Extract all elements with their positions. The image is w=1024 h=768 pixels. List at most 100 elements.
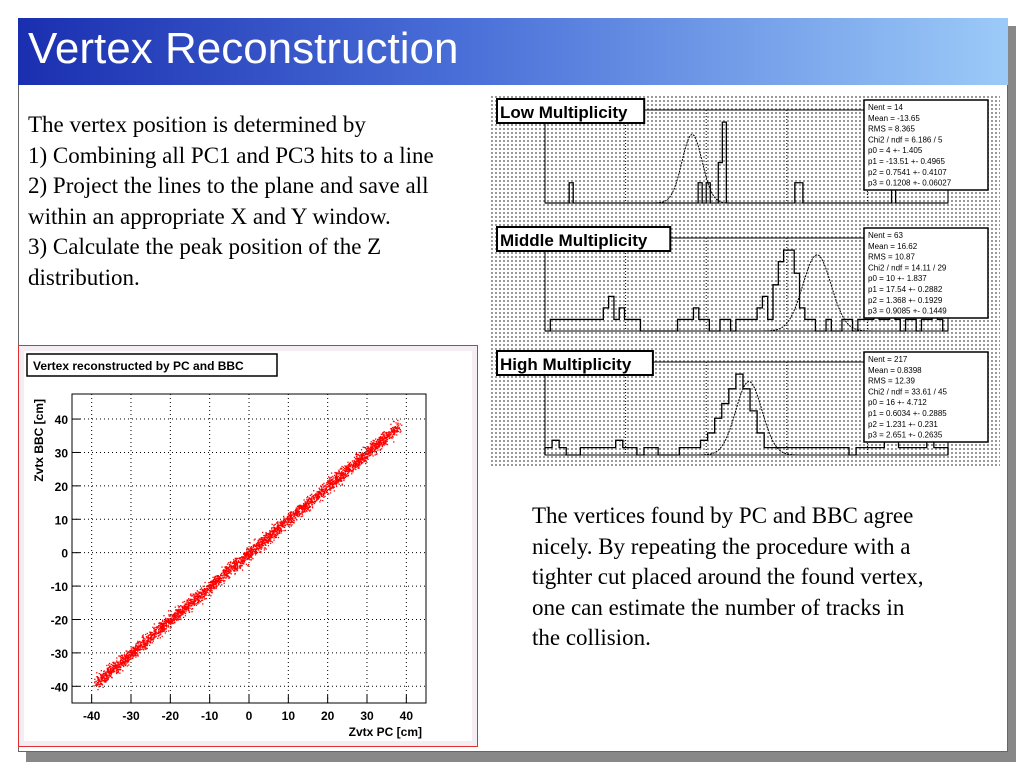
data-point: [136, 642, 138, 644]
data-point: [131, 653, 133, 655]
data-point: [254, 552, 256, 554]
data-point: [143, 641, 145, 643]
data-point: [277, 525, 279, 527]
data-point: [204, 588, 206, 590]
data-point: [192, 602, 195, 604]
data-point: [247, 552, 249, 554]
data-point: [181, 609, 184, 611]
data-point: [346, 472, 349, 475]
data-point: [273, 524, 276, 526]
data-point: [154, 630, 157, 632]
data-point: [236, 569, 239, 572]
data-point: [335, 483, 337, 486]
data-point: [364, 447, 367, 449]
conclusion-text: The vertices found by PC and BBC agree n…: [532, 501, 972, 654]
data-point: [225, 570, 227, 572]
data-point: [377, 439, 379, 441]
data-point: [104, 673, 107, 675]
data-point: [211, 582, 213, 584]
data-point: [265, 539, 268, 541]
data-point: [250, 550, 252, 552]
data-point: [96, 675, 99, 678]
data-point: [358, 466, 360, 468]
data-point: [103, 679, 105, 682]
data-point: [306, 508, 309, 511]
data-point: [109, 665, 111, 668]
data-point: [210, 588, 212, 590]
data-point: [307, 504, 309, 506]
data-point: [383, 431, 386, 433]
data-point: [394, 432, 396, 434]
data-point: [199, 597, 201, 600]
data-point: [242, 562, 244, 564]
data-point: [248, 557, 250, 559]
data-point: [113, 664, 115, 667]
data-point: [183, 611, 185, 613]
data-point: [301, 506, 303, 508]
data-point: [385, 432, 387, 434]
data-point: [334, 483, 336, 485]
data-point: [358, 467, 360, 469]
data-point: [106, 667, 108, 670]
data-point: [296, 519, 298, 521]
data-point: [305, 501, 307, 504]
data-point: [224, 573, 226, 575]
stats-box: [863, 227, 989, 319]
data-point: [289, 519, 291, 521]
data-point: [275, 535, 278, 537]
y-tick-label: 10: [55, 513, 69, 527]
data-point: [165, 624, 168, 626]
data-point: [294, 510, 296, 512]
data-point: [116, 664, 118, 666]
data-point: [265, 544, 267, 547]
data-point: [168, 618, 171, 620]
data-point: [339, 480, 342, 482]
data-point: [207, 588, 210, 590]
data-point: [322, 484, 324, 486]
data-point: [151, 639, 153, 641]
data-point: [261, 540, 263, 542]
data-point: [224, 577, 226, 579]
fit-curve: [545, 380, 948, 456]
data-point: [119, 668, 121, 671]
data-point: [240, 564, 243, 566]
data-point: [226, 569, 228, 572]
data-point: [332, 475, 334, 478]
data-point: [243, 556, 245, 558]
data-point: [142, 649, 145, 651]
data-point: [98, 686, 100, 688]
data-point: [224, 571, 227, 573]
data-point: [217, 576, 219, 578]
data-point: [356, 465, 359, 468]
data-point: [293, 522, 295, 524]
data-point: [126, 655, 128, 657]
data-point: [227, 566, 229, 568]
data-point: [177, 619, 179, 621]
data-point: [197, 596, 199, 599]
data-point: [346, 470, 348, 472]
data-point: [382, 438, 385, 441]
data-point: [168, 623, 170, 625]
data-point: [294, 514, 297, 516]
data-point: [273, 537, 275, 539]
plot-frame: [71, 393, 427, 704]
data-point: [275, 527, 277, 529]
data-point: [119, 655, 121, 657]
data-point: [269, 537, 271, 540]
data-point: [93, 685, 95, 687]
data-point: [375, 446, 378, 448]
data-point: [270, 535, 272, 537]
data-point: [258, 547, 261, 549]
data-point: [134, 646, 136, 648]
data-point: [369, 442, 371, 445]
data-point: [325, 491, 328, 494]
data-point: [198, 592, 201, 594]
data-point: [361, 458, 363, 461]
data-point: [374, 443, 376, 445]
data-point: [121, 656, 124, 658]
data-point: [105, 672, 107, 674]
data-point: [290, 521, 293, 523]
data-point: [253, 550, 255, 552]
data-point: [230, 568, 232, 570]
data-point: [383, 437, 385, 439]
